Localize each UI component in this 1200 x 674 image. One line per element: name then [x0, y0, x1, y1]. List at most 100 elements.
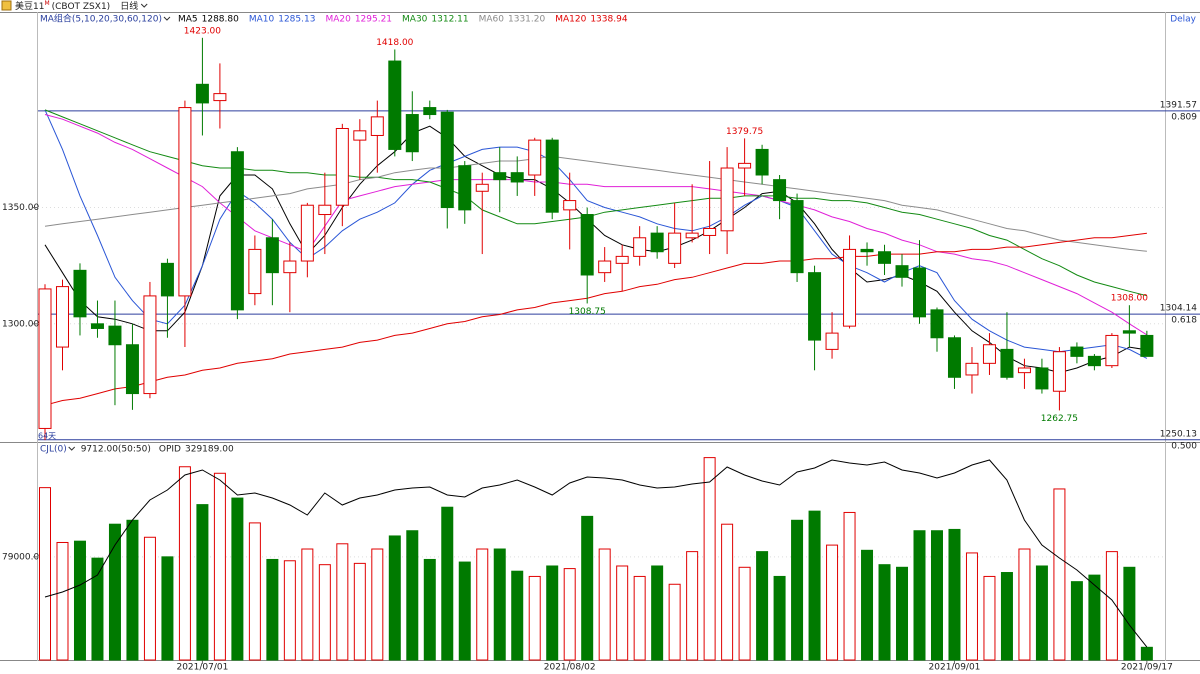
candle-body	[1087, 355, 1101, 367]
volume-bar	[336, 543, 349, 661]
candle-body	[895, 265, 909, 278]
candle-body	[388, 60, 402, 150]
candle-body	[528, 139, 542, 176]
volume-bar	[213, 472, 226, 661]
x-tick-label: 2021/07/01	[176, 663, 228, 673]
legend-value: 1312.11	[431, 15, 468, 25]
fib-ratio-label: 0.809	[1171, 112, 1197, 122]
volume-bar	[231, 497, 244, 661]
candle-body	[982, 344, 996, 364]
period-label: 64天	[38, 432, 56, 441]
volume-bar	[826, 544, 839, 661]
dropdown-icon[interactable]	[68, 446, 76, 451]
candle-body	[545, 139, 559, 213]
legend-value: 1338.94	[590, 15, 627, 25]
volume-bar	[108, 523, 121, 661]
legend-name: MA5	[178, 15, 198, 25]
volume-bar	[528, 575, 541, 661]
volume-bar	[563, 568, 576, 661]
symbol: (CBOT ZSX1)	[52, 2, 111, 12]
volume-bar	[318, 564, 331, 661]
volume-bar	[616, 565, 629, 661]
legend-name: MA10	[249, 15, 275, 25]
volume-bar	[598, 548, 611, 661]
volume-bar	[266, 558, 279, 661]
volume-bar	[738, 566, 751, 661]
volume-bar	[721, 523, 734, 661]
candle-body	[283, 260, 297, 274]
x-tick-label: 2021/09/17	[1121, 663, 1173, 673]
volume-bar	[1000, 572, 1013, 661]
volume-bar	[1105, 551, 1118, 661]
volume-bar	[196, 504, 209, 661]
candle-body	[475, 183, 489, 192]
candle-body	[790, 200, 804, 274]
volume-bar	[546, 565, 559, 661]
volume-bar	[756, 551, 769, 661]
volume-bar	[878, 564, 891, 661]
candle-body	[38, 288, 52, 429]
candle-body	[720, 167, 734, 232]
candle-body	[300, 204, 314, 262]
volume-bar	[913, 530, 926, 661]
dropdown-icon[interactable]	[163, 16, 171, 21]
volume-bar	[808, 510, 821, 661]
candle-body	[668, 232, 682, 264]
volume-bar	[1053, 488, 1066, 661]
volume-bar	[143, 536, 156, 661]
candle-body	[1052, 351, 1066, 392]
volume-bar	[651, 565, 664, 661]
volume-bar	[948, 528, 961, 661]
candle-body	[755, 148, 769, 176]
candle-body	[878, 251, 892, 264]
candle-body	[1070, 346, 1084, 357]
volume-bar	[983, 575, 996, 661]
volume-bar	[896, 566, 909, 661]
volume-bar	[791, 519, 804, 661]
volume-bar	[861, 549, 874, 661]
dropdown-icon[interactable]	[140, 3, 148, 8]
candle-body	[930, 309, 944, 339]
candle-body	[335, 127, 349, 206]
ma-line	[44, 155, 1147, 252]
candle-body	[248, 248, 262, 295]
volume-bar	[353, 562, 366, 661]
volume-bar	[56, 541, 69, 661]
candle-body	[510, 172, 524, 183]
low-label: 1308.75	[569, 307, 606, 317]
candle-body	[213, 93, 227, 102]
candle-body	[773, 179, 787, 202]
fib-ratio-label: 0.618	[1171, 316, 1197, 326]
candle-body	[738, 162, 752, 169]
candle-body	[178, 107, 192, 297]
candle-body	[825, 332, 839, 350]
candle-body	[493, 172, 507, 181]
candle-body	[55, 286, 69, 348]
volume-bar	[458, 561, 471, 661]
volume-bar	[39, 487, 51, 661]
fib-price-label: 1304.14	[1160, 304, 1197, 314]
ma-line	[44, 109, 1148, 359]
fib-price-label: 1250.13	[1160, 429, 1197, 439]
volume-bar	[773, 575, 786, 661]
volume-bar	[476, 548, 489, 661]
candle-body	[108, 325, 122, 346]
volume-bar	[686, 551, 699, 661]
fib-ratio-label: 0.500	[1171, 441, 1197, 451]
legend-name: MA60	[479, 15, 505, 25]
candle-body	[843, 248, 857, 327]
volume-bar	[633, 575, 646, 661]
y-tick-label: 79000.00	[2, 552, 45, 562]
legend-value: 1288.80	[202, 15, 239, 25]
volume-bar	[843, 511, 856, 661]
chart-header: 美豆11M (CBOT ZSX1) 日线	[15, 0, 138, 12]
x-tick-label: 2021/08/02	[544, 663, 596, 673]
candle-body	[423, 107, 437, 116]
volume-bar	[248, 522, 261, 661]
candle-body	[633, 237, 647, 257]
volume-bar	[126, 519, 139, 661]
candle-body	[160, 262, 174, 297]
candle-body	[125, 344, 139, 395]
volume-bar	[161, 556, 174, 661]
